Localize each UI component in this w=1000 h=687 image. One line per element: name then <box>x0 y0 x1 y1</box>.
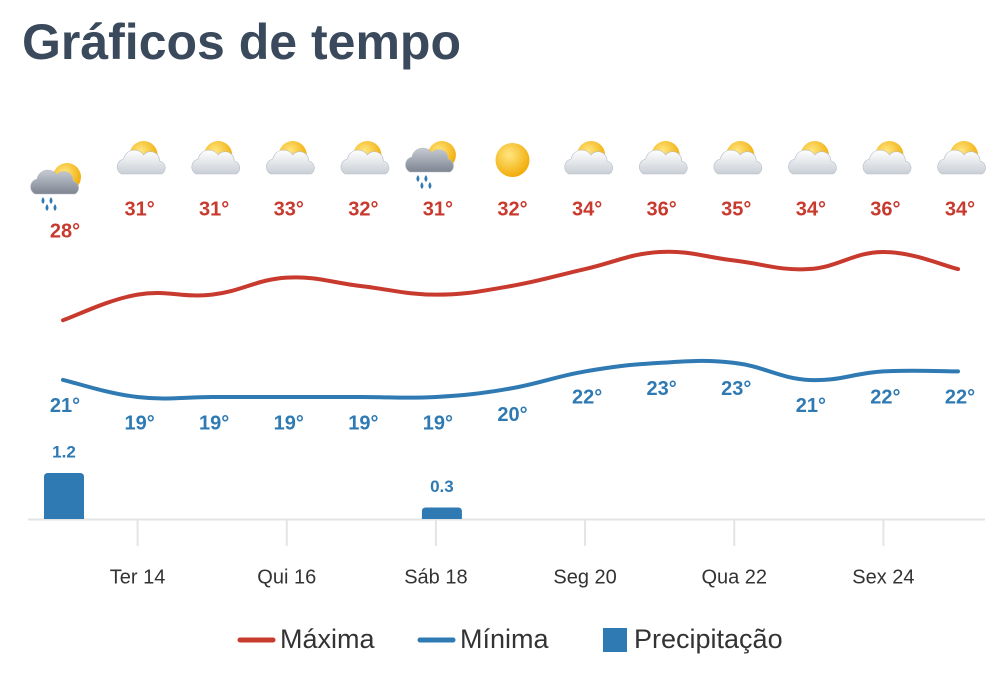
weather-icon <box>788 141 837 175</box>
cloud <box>638 149 688 175</box>
value-label: 36° <box>647 198 677 220</box>
cloud <box>788 149 837 175</box>
x-tick-label: Qui 16 <box>257 566 316 588</box>
value-label: 31° <box>423 198 453 220</box>
value-label: 23° <box>647 378 677 400</box>
value-label: 19° <box>423 412 453 434</box>
bar <box>44 473 84 519</box>
cloud <box>862 149 912 175</box>
weather-icon <box>405 141 456 189</box>
weather-icon <box>116 141 166 175</box>
value-label: 19° <box>348 412 378 434</box>
weather-icon <box>266 141 315 175</box>
value-label: 19° <box>124 412 154 434</box>
rain-drop <box>53 204 57 211</box>
value-label: 31° <box>124 198 154 220</box>
weather-icon <box>191 141 241 175</box>
legend-label: Máxima <box>280 624 375 654</box>
value-label: 31° <box>199 198 229 220</box>
rain-drop <box>49 197 53 204</box>
value-label: 21° <box>50 395 80 417</box>
x-tick-label: Ter 14 <box>110 566 166 588</box>
rain-drop <box>420 182 424 189</box>
x-tick-label: Sáb 18 <box>404 566 467 588</box>
value-label: 34° <box>796 198 826 220</box>
value-label: 20° <box>497 404 527 426</box>
weather-icon <box>713 141 763 175</box>
sun <box>495 143 530 177</box>
cloud <box>191 149 241 175</box>
value-label: 32° <box>497 198 527 220</box>
bar <box>421 507 462 519</box>
weather-icon <box>340 141 390 175</box>
cloud <box>266 149 315 175</box>
cloud <box>713 149 763 175</box>
value-label: 34° <box>572 198 602 220</box>
rain-drop <box>45 204 49 211</box>
x-tick-label: Seg 20 <box>553 566 616 588</box>
rain-drop <box>424 175 428 182</box>
value-label: 28° <box>50 220 80 242</box>
value-label: 21° <box>796 395 826 417</box>
value-label: 33° <box>274 198 304 220</box>
cloud <box>564 149 613 175</box>
value-label: 32° <box>348 198 378 220</box>
weather-icon <box>564 141 613 175</box>
weather-icon <box>30 163 81 211</box>
value-label: 0.3 <box>430 477 454 496</box>
x-tick-label: Sex 24 <box>852 566 914 588</box>
cloud <box>30 169 79 195</box>
legend-swatch <box>603 628 627 652</box>
chart-title: Gráficos de tempo <box>22 14 461 70</box>
weather-icon <box>862 141 912 175</box>
rain-drop <box>428 182 432 189</box>
rain-drop <box>41 197 45 204</box>
legend-label: Mínima <box>460 624 549 654</box>
cloud <box>116 149 166 175</box>
value-label: 1.2 <box>52 442 76 461</box>
value-label: 35° <box>721 198 751 220</box>
rain-drop <box>416 175 420 182</box>
cloud <box>937 149 986 175</box>
value-label: 34° <box>945 198 975 220</box>
weather-icon <box>937 141 986 175</box>
series-line <box>61 249 960 323</box>
value-label: 36° <box>870 198 900 220</box>
weather-icon <box>495 143 530 177</box>
value-label: 23° <box>721 378 751 400</box>
legend-label: Precipitação <box>634 624 783 654</box>
value-label: 22° <box>572 387 602 409</box>
value-label: 22° <box>945 387 975 409</box>
value-label: 19° <box>274 412 304 434</box>
cloud <box>340 149 390 175</box>
series-line <box>61 358 960 401</box>
value-label: 19° <box>199 412 229 434</box>
x-tick-label: Qua 22 <box>701 566 767 588</box>
cloud <box>405 147 454 173</box>
weather-icon <box>638 141 688 175</box>
value-label: 22° <box>870 387 900 409</box>
